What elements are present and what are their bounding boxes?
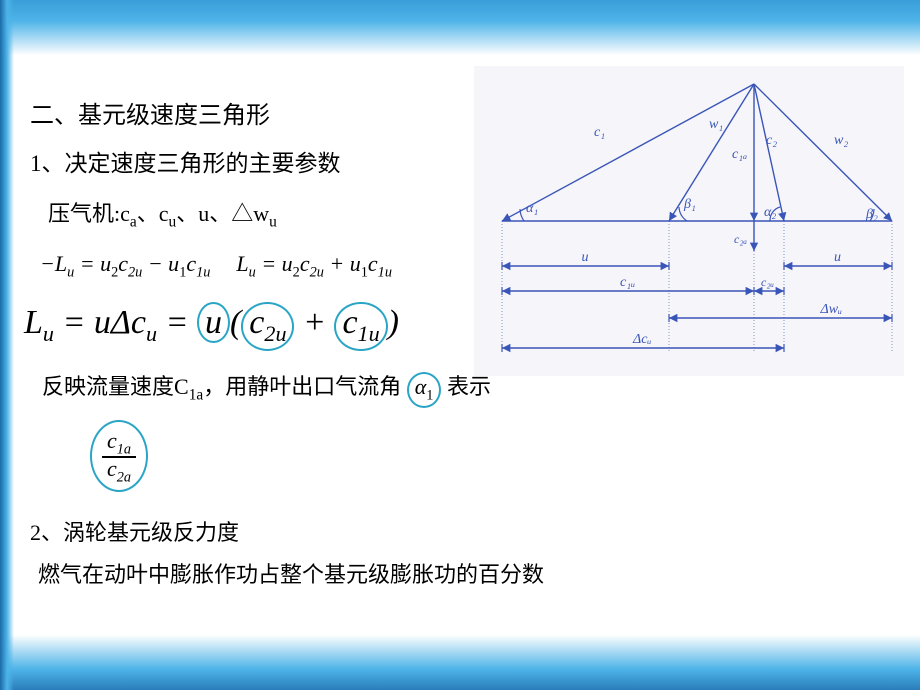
equation-big: Lu = uΔcu = u(c2u + c1u) <box>24 302 890 351</box>
sym: −L <box>40 251 67 276</box>
sym: + <box>294 304 334 341</box>
text: ，用静叶出口气流角 <box>203 374 407 399</box>
sym: = <box>157 304 197 341</box>
sym: α <box>415 374 427 399</box>
slide-container: c₁w₁c₁ₐc₂w₂α₁β₁α₂β₂c₂ₐuuc₁ᵤc₂ᵤΔwᵤΔcᵤ 二、基… <box>0 0 920 690</box>
sym: c <box>107 428 117 453</box>
sym: + u <box>324 251 361 276</box>
sym: c <box>300 251 310 276</box>
equation-row: −Lu = u2c2u − u1c1u Lu = u2c2u + u1c1u <box>40 251 890 281</box>
sub: 2u <box>310 265 324 281</box>
sym: L <box>236 251 248 276</box>
sym: c <box>107 456 117 481</box>
equation-right: Lu = u2c2u + u1c1u <box>236 251 392 281</box>
sub: 1u <box>358 321 380 346</box>
compressor-params: 压气机:ca、cu、u、△wu <box>48 196 890 231</box>
text: 压气机:c <box>48 201 130 226</box>
sym: ( <box>230 304 241 341</box>
fraction-c1a-c2a: c1a c2a <box>90 420 148 492</box>
text: 、u、△w <box>176 201 269 226</box>
subheading-1: 1、决定速度三角形的主要参数 <box>30 144 890 178</box>
text: 、c <box>137 201 169 226</box>
frac-denominator: c2a <box>92 456 146 486</box>
sub: 2a <box>117 469 131 485</box>
left-border-accent <box>0 0 14 690</box>
sub: 2 <box>293 265 300 281</box>
sym: = uΔc <box>54 304 146 341</box>
frac-numerator: c1a <box>92 428 146 458</box>
sym: c <box>342 304 357 341</box>
sym: c <box>368 251 378 276</box>
subheading-2: 2、涡轮基元级反力度 <box>30 515 890 547</box>
subscript: a <box>130 213 137 230</box>
u-circled: u <box>197 302 230 343</box>
sub: u <box>146 321 157 346</box>
alpha1-circled: α1 <box>407 372 442 409</box>
sym: = u <box>256 251 293 276</box>
subscript: u <box>269 213 277 230</box>
sym: ) <box>388 304 399 341</box>
sym: L <box>24 304 43 341</box>
sym: = u <box>74 251 111 276</box>
sym: c <box>186 251 196 276</box>
text: 表示 <box>441 374 491 399</box>
sub: 1 <box>361 265 368 281</box>
heading-2: 二、基元级速度三角形 <box>30 95 890 130</box>
sub: 1u <box>378 265 392 281</box>
sub: 1u <box>196 265 210 281</box>
sub: u <box>249 265 256 281</box>
sub: u <box>43 321 54 346</box>
sub: 2u <box>264 321 286 346</box>
c1u-circled: c1u <box>334 302 387 351</box>
body-text-2: 燃气在动叶中膨胀作功占整个基元级膨胀功的百分数 <box>38 557 890 589</box>
sub: 1a <box>189 386 204 403</box>
sym: c <box>249 304 264 341</box>
sym: − u <box>142 251 179 276</box>
sym: c <box>118 251 128 276</box>
c2u-circled: c2u <box>241 302 294 351</box>
equation-left: −Lu = u2c2u − u1c1u <box>40 251 210 281</box>
sub: 1 <box>426 387 433 403</box>
text: 反映流量速度C <box>42 374 189 399</box>
sub: 2u <box>128 265 142 281</box>
slide-content: 二、基元级速度三角形 1、决定速度三角形的主要参数 压气机:ca、cu、u、△w… <box>30 95 890 589</box>
reflect-line: 反映流量速度C1a，用静叶出口气流角 α1 表示 <box>42 369 890 409</box>
